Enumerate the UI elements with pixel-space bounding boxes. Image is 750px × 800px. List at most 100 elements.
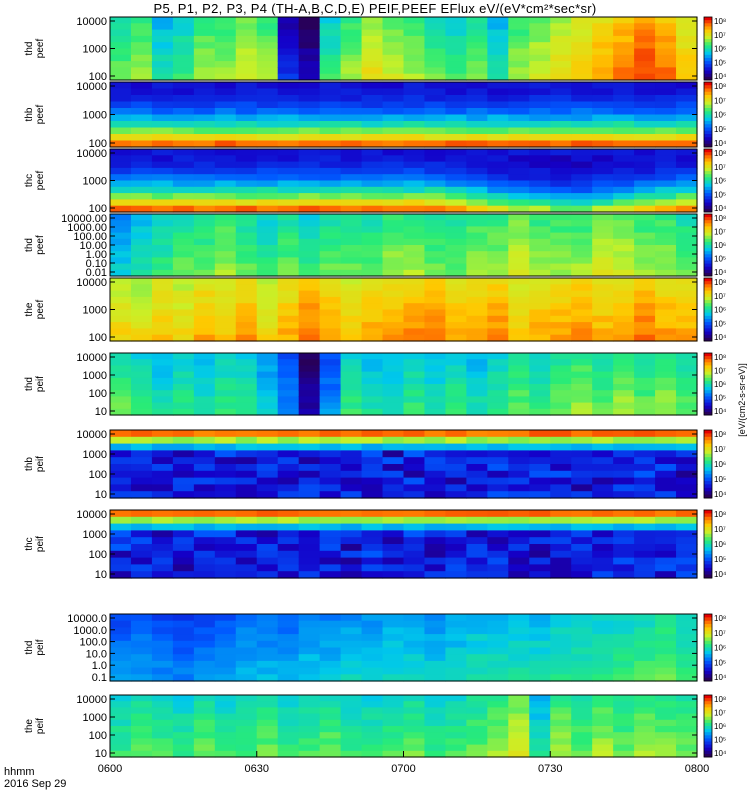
heatmap-cell [110, 647, 132, 655]
heatmap-cell [361, 537, 384, 545]
heatmap-cell [319, 359, 342, 366]
colorbar-segment [704, 557, 712, 562]
heatmap-cell [634, 510, 656, 518]
heatmap-cell [655, 114, 677, 122]
heatmap-cell [508, 390, 530, 397]
heatmap-cell [340, 620, 363, 628]
heatmap-cell [130, 296, 153, 304]
colorbar-segment [704, 266, 712, 271]
heatmap-cell [424, 713, 447, 721]
heatmap-cell [151, 620, 174, 628]
y-tick-label: 1000 [83, 44, 107, 56]
heatmap-cell [110, 161, 132, 169]
heatmap-cell [676, 408, 698, 416]
heatmap-cell [298, 296, 321, 304]
heatmap-cell [256, 48, 279, 56]
heatmap-cell [655, 667, 677, 675]
heatmap-cell [508, 701, 530, 708]
heatmap-cell [256, 167, 279, 175]
colorbar-segment [704, 32, 712, 37]
heatmap-cell [151, 108, 174, 116]
heatmap-cell [403, 464, 426, 472]
heatmap-cell [193, 134, 216, 142]
heatmap-cell [655, 161, 677, 169]
heatmap-cell [382, 390, 405, 397]
heatmap-cell [571, 353, 593, 360]
heatmap-cell [403, 627, 426, 635]
heatmap-cell [466, 744, 488, 752]
heatmap-cell [634, 719, 656, 727]
heatmap-cell [424, 726, 447, 733]
heatmap-cell [110, 510, 132, 518]
heatmap-cell [235, 269, 258, 277]
heatmap-cell [613, 322, 635, 329]
colorbar-segment [704, 189, 712, 194]
heatmap-cell [466, 278, 488, 285]
heatmap-cell [151, 42, 174, 50]
heatmap-cell [319, 101, 342, 109]
heatmap-cell [403, 719, 426, 727]
heatmap-cell [424, 477, 447, 485]
heatmap-cell [592, 491, 614, 499]
heatmap-cell [529, 61, 551, 68]
heatmap-cell [277, 634, 300, 642]
heatmap-cell [340, 127, 363, 135]
heatmap-cell [193, 726, 216, 733]
heatmap-cell [592, 384, 614, 391]
heatmap-cell [172, 523, 195, 531]
heatmap-cell [424, 48, 447, 56]
heatmap-cell [508, 544, 530, 552]
heatmap-cell [487, 667, 509, 675]
heatmap-cell [508, 510, 530, 518]
heatmap-cell [571, 436, 593, 445]
colorbar-segment [704, 544, 712, 548]
heatmap-cell [571, 54, 593, 62]
heatmap-cell [361, 82, 384, 90]
heatmap-cell [235, 647, 258, 655]
heatmap-cell [592, 186, 614, 194]
heatmap-cell [634, 284, 656, 292]
heatmap-cell [466, 654, 488, 662]
heatmap-cell [382, 402, 405, 410]
heatmap-cell [340, 464, 363, 472]
heatmap-cell [319, 284, 342, 292]
heatmap-cell [529, 199, 551, 207]
heatmap-cell [110, 537, 132, 545]
heatmap-cell [340, 726, 363, 733]
y-tick-label: 1000.00 [67, 222, 107, 234]
heatmap-cell [382, 95, 405, 103]
heatmap-cell [508, 377, 530, 385]
heatmap-cell [571, 484, 593, 492]
heatmap-cell [235, 114, 258, 122]
heatmap-cell [193, 436, 216, 445]
colorbar-frame [703, 213, 713, 277]
heatmap-cell [508, 155, 530, 163]
heatmap-cell [298, 42, 321, 50]
heatmap-cell [466, 443, 488, 451]
heatmap-cell [277, 750, 300, 758]
heatmap-cell [214, 457, 237, 465]
heatmap-cell [277, 491, 300, 499]
heatmap-cell [361, 155, 384, 163]
heatmap-cell [529, 732, 551, 739]
heatmap-cell [235, 108, 258, 116]
heatmap-cell [382, 726, 405, 733]
heatmap-cell [214, 365, 237, 373]
heatmap-cell [655, 220, 677, 227]
heatmap-cell [277, 315, 300, 323]
heatmap-cell [361, 464, 384, 472]
heatmap-cell [403, 42, 426, 50]
heatmap-cell [340, 443, 363, 451]
heatmap-cell [424, 278, 447, 285]
heatmap-cell [277, 359, 300, 366]
heatmap-cell [382, 484, 405, 492]
heatmap-cell [235, 667, 258, 675]
heatmap-cell [256, 54, 279, 62]
heatmap-cell [110, 67, 132, 75]
heatmap-cell [445, 744, 467, 752]
heatmap-cell [613, 95, 635, 103]
heatmap-cell [172, 95, 195, 103]
heatmap-cell [592, 290, 614, 298]
heatmap-cell [487, 564, 509, 572]
